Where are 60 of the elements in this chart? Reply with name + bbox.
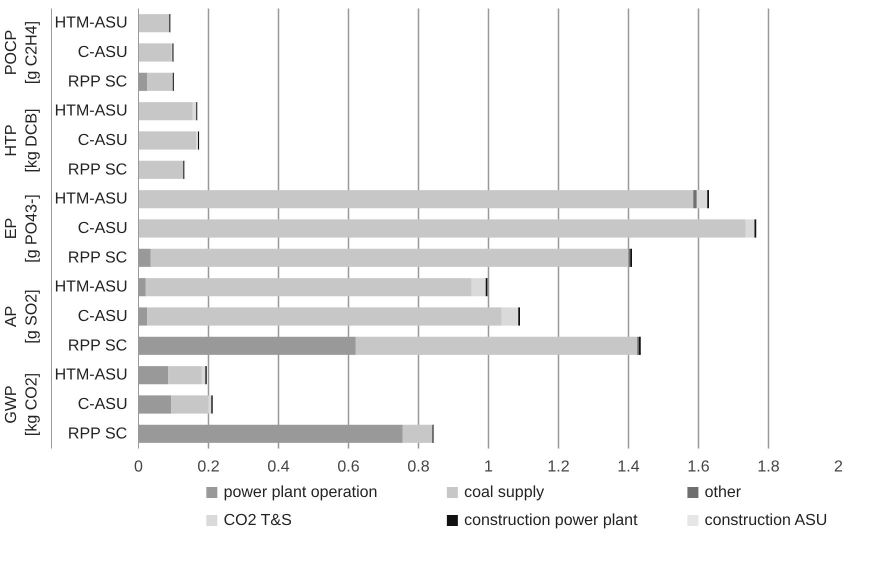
text: AP [g SO2] xyxy=(3,289,40,344)
legend-label: CO2 T&S xyxy=(224,512,292,529)
legend-label: power plant operation xyxy=(224,484,378,501)
text: EP [g PO43-] xyxy=(3,194,40,263)
bar xyxy=(150,248,628,267)
bar xyxy=(147,72,173,91)
bar xyxy=(138,219,746,238)
text: GWP [kg CO2] xyxy=(3,372,40,436)
y-tick-label: HTM-ASU xyxy=(54,14,128,32)
y-tick-label: HTM-ASU xyxy=(54,102,128,120)
text: POCP [g C2H4] xyxy=(3,20,40,84)
y-tick-label: HTM-ASU xyxy=(54,190,128,208)
bar xyxy=(472,278,486,296)
bar xyxy=(138,102,193,120)
bar xyxy=(356,336,638,355)
x-tick-label: 1.4 xyxy=(617,458,640,476)
bar xyxy=(693,190,697,208)
y-tick-label: HTM-ASU xyxy=(54,278,128,296)
bar xyxy=(147,307,502,326)
y-tick-label: RPP SC xyxy=(68,161,128,178)
y-tick-label: C-ASU xyxy=(78,44,128,61)
y-tick-label: C-ASU xyxy=(78,396,128,413)
legend-label: construction ASU xyxy=(704,512,828,529)
y-tick-label: RPP SC xyxy=(68,73,128,90)
bar xyxy=(202,366,206,384)
bar xyxy=(746,219,754,238)
y-tick-label: RPP SC xyxy=(68,425,128,442)
bar xyxy=(192,102,196,120)
legend-label: coal supply xyxy=(464,484,544,501)
bar xyxy=(138,131,196,150)
x-tick-label: 1.6 xyxy=(687,458,710,476)
y-tick-label: C-ASU xyxy=(78,132,128,149)
bar xyxy=(138,43,172,62)
x-tick-label: 2 xyxy=(834,458,844,476)
bar xyxy=(696,190,708,208)
bar xyxy=(171,395,208,414)
x-tick-label: 0.6 xyxy=(337,458,360,476)
bar xyxy=(138,190,694,208)
x-tick-label: 1.8 xyxy=(757,458,780,476)
x-tick-label: 0.2 xyxy=(197,458,220,476)
x-tick-label: 0.4 xyxy=(267,458,290,476)
y-tick-label: RPP SC xyxy=(68,249,128,266)
x-tick-label: 0 xyxy=(134,458,144,476)
bar xyxy=(501,307,518,326)
legend-label: construction power plant xyxy=(464,512,638,529)
x-tick-label: 1.2 xyxy=(547,458,570,476)
bar xyxy=(402,424,432,443)
bar xyxy=(146,278,472,296)
legend-label: other xyxy=(704,484,742,501)
y-tick-label: HTM-ASU xyxy=(54,366,128,384)
bar xyxy=(168,366,202,384)
y-tick-label: C-ASU xyxy=(78,308,128,325)
y-tick-label: C-ASU xyxy=(78,220,128,237)
bar xyxy=(138,14,170,32)
bar xyxy=(208,395,212,414)
x-tick-label: 0.8 xyxy=(407,458,430,476)
text: HTP [kg DCB] xyxy=(3,108,40,173)
y-tick-label: RPP SC xyxy=(68,337,128,354)
x-tick-label: 1 xyxy=(484,458,494,476)
bar xyxy=(138,160,184,179)
